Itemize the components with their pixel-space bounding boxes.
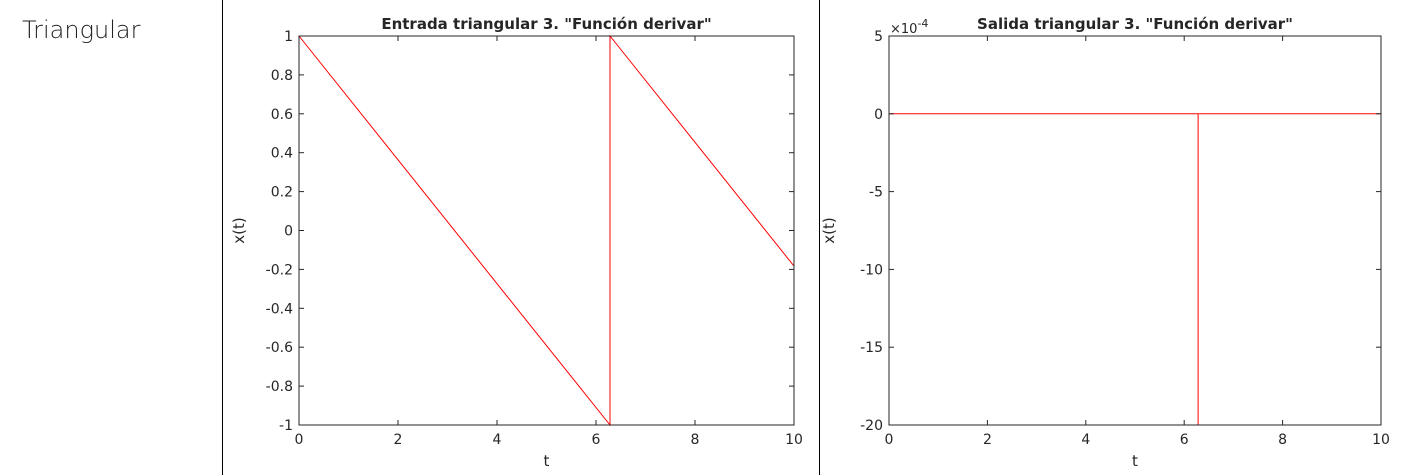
right-divider [819,0,820,475]
y-tick-label: 1 [284,29,293,45]
y-tick-label: 0.6 [271,107,293,123]
x-tick-label: 10 [785,432,803,448]
x-tick-label: 4 [493,432,502,448]
y-tick-label: 0 [874,107,883,123]
x-axis-label: t [544,452,550,470]
x-tick-label: 2 [983,432,992,448]
axes-frame [888,35,1382,426]
chart-2: 0 2 4 6 8 10 -20 -15 -10 -5 0 5 Salida triangular 3.… [820,15,1390,470]
y-tick-label: 0 [284,224,293,240]
y-tick-label: -20 [860,418,883,434]
axes-frame [298,35,795,426]
y-tick-label: -0.2 [266,262,293,278]
y-tick-label: 0.4 [271,146,293,162]
exponent-label: ×10-4 [890,17,928,37]
x-tick-label: 8 [1278,432,1287,448]
x-tick-label: 8 [691,432,700,448]
series-line [298,34,795,427]
series-line [889,113,1381,425]
y-tick-label: 0.2 [271,185,293,201]
y-tick-label: 5 [874,29,883,45]
y-tick-label: -10 [860,262,883,278]
chart-title: Salida triangular 3. "Función derivar" [977,15,1293,33]
x-tick-label: 2 [394,432,403,448]
y-tick-label: -0.8 [266,379,293,395]
y-tick-label: -1 [279,418,293,434]
x-tick-label: 6 [592,432,601,448]
y-axis-label: x(t) [230,217,248,243]
x-tick-label: 0 [885,432,894,448]
row-label: Triangular [22,16,141,44]
y-tick-label: -5 [869,185,883,201]
x-tick-label: 4 [1081,432,1090,448]
x-tick-label: 6 [1180,432,1189,448]
chart-1: 0 2 4 6 8 10 -1 -0.8 -0.6 -0.4 -0.2 0 0.2 0.4 0.6 0.8 1 E… [230,15,803,470]
y-tick-label: -0.6 [266,340,293,356]
x-tick-label: 10 [1372,432,1390,448]
x-tick-label: 0 [295,432,304,448]
y-axis-label: x(t) [820,217,838,243]
y-tick-label: 0.8 [271,68,293,84]
chart-title: Entrada triangular 3. "Función derivar" [381,15,711,33]
y-tick-label: -0.4 [266,301,293,317]
y-tick-label: -15 [860,340,883,356]
x-axis-label: t [1132,452,1138,470]
left-divider [222,0,223,475]
